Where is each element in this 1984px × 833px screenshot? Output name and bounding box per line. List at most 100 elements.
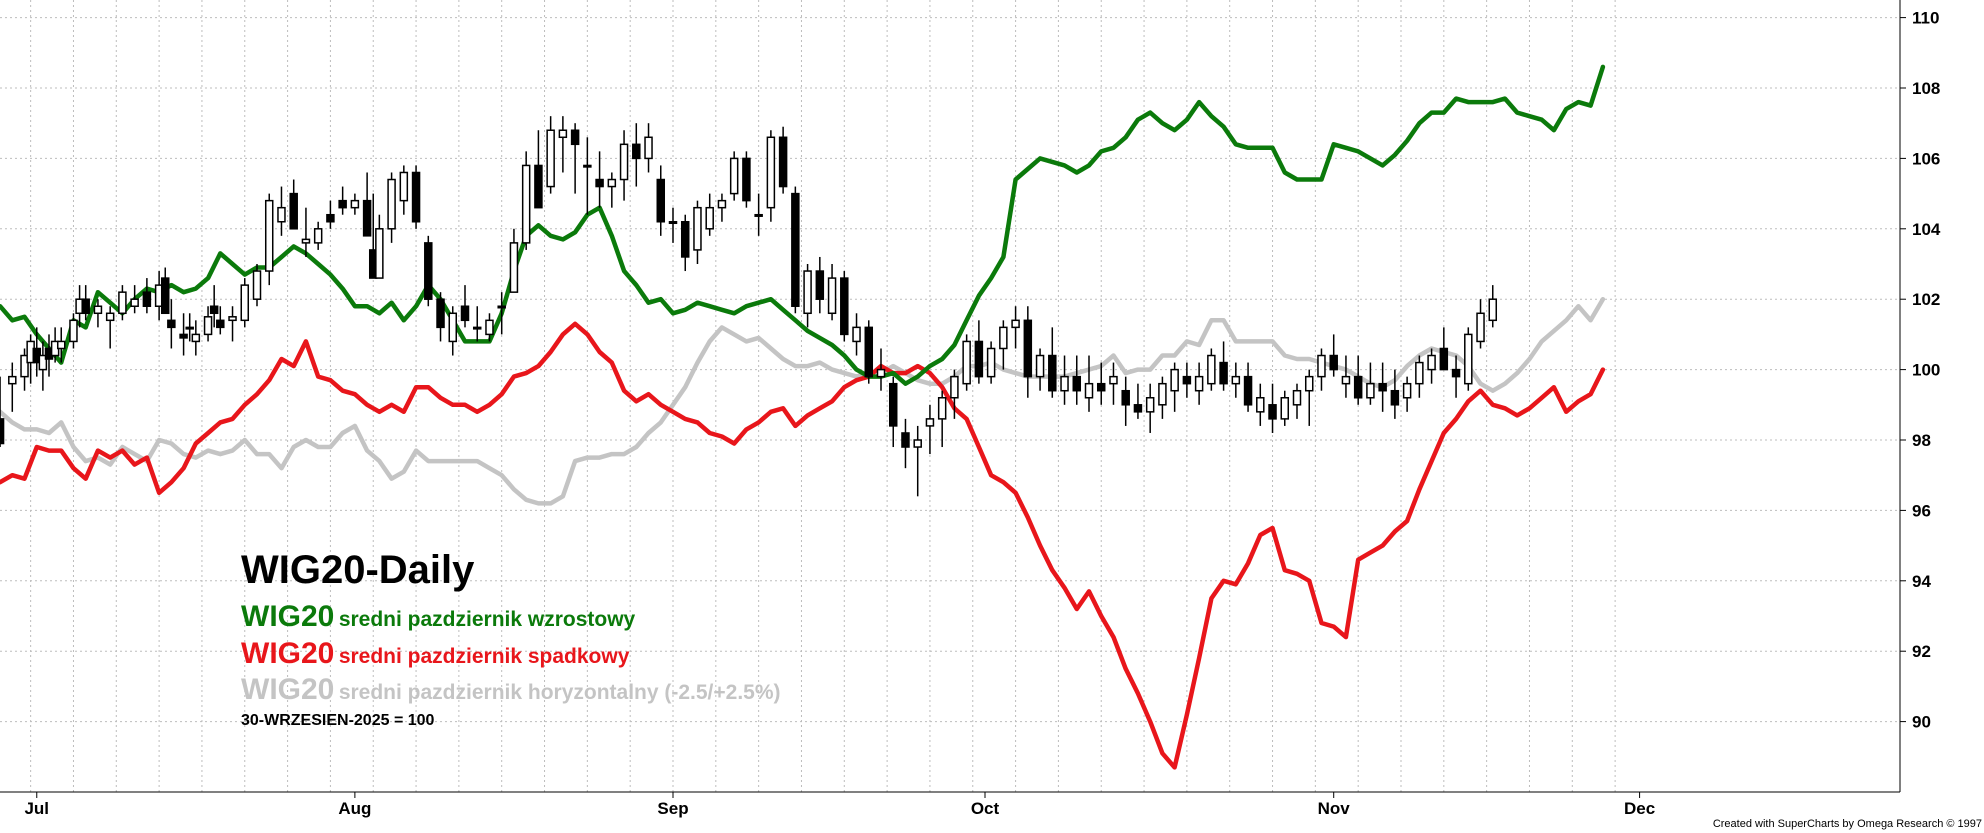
candle	[20, 348, 29, 391]
candle-body-down	[326, 213, 335, 223]
candle-body-down	[338, 199, 347, 209]
candle	[583, 137, 592, 215]
candle	[1133, 383, 1143, 419]
candle-body-down	[791, 192, 800, 307]
candle	[301, 207, 311, 257]
candle	[38, 341, 48, 391]
candle-body-up	[668, 221, 678, 225]
candle	[888, 376, 898, 448]
y-tick-label: 108	[1912, 79, 1940, 98]
candle	[1415, 355, 1424, 398]
candle-body-down	[1439, 347, 1449, 371]
candle-body-down	[1353, 375, 1363, 399]
candle-body-up	[313, 228, 323, 244]
y-tick-label: 90	[1912, 713, 1931, 732]
candle	[632, 123, 641, 187]
candle-body-up	[803, 270, 812, 315]
candle	[1268, 383, 1277, 433]
candle-body-up	[766, 136, 776, 209]
candle-body-up	[1464, 333, 1473, 385]
candle	[1072, 355, 1082, 405]
x-tick-label-oct: Oct	[971, 799, 1000, 818]
candle-body-up	[546, 129, 555, 188]
candle	[1451, 355, 1461, 398]
candle-body-up	[1084, 382, 1094, 399]
candle-body-down	[680, 221, 690, 258]
candle-body-down	[1219, 361, 1228, 385]
candle	[1048, 327, 1057, 398]
candle-body-up	[925, 418, 935, 427]
legend-label-symbol: WIG20	[241, 637, 335, 670]
candle	[105, 306, 115, 349]
candle-body-up	[999, 326, 1008, 350]
candle-body-up	[583, 164, 592, 168]
candle-body-up	[1488, 298, 1498, 322]
candle	[729, 151, 739, 201]
candle-body-up	[228, 316, 237, 322]
candle-body-up	[754, 213, 763, 217]
candle	[1280, 390, 1290, 426]
candle	[680, 214, 690, 272]
candle	[1402, 376, 1412, 412]
candle-body-up	[1366, 382, 1375, 399]
candle	[118, 285, 127, 321]
candle	[1341, 355, 1351, 398]
candle-body-up	[1158, 382, 1167, 406]
candle-body-up	[913, 439, 922, 448]
candle	[534, 130, 543, 209]
candle-body-down	[160, 277, 170, 315]
y-tick-label: 106	[1912, 149, 1940, 168]
candle-body-up	[8, 375, 17, 385]
series-line-1	[0, 321, 1606, 770]
candle-body-down	[142, 291, 152, 307]
candle-body-up	[485, 319, 494, 336]
candle-body-down	[534, 164, 543, 209]
candle-body-up	[301, 238, 311, 244]
candle	[142, 278, 152, 314]
candle	[1292, 383, 1302, 419]
candle-body-down	[460, 305, 470, 322]
candle	[901, 418, 910, 469]
candle-body-down	[81, 298, 90, 315]
y-tick-label: 92	[1912, 642, 1931, 661]
candle-body-down	[888, 382, 898, 427]
x-tick-label-nov: Nov	[1318, 799, 1351, 818]
candle-body-up	[399, 171, 409, 202]
candle-body-up	[203, 316, 213, 336]
candle-body-down	[424, 242, 433, 300]
credit-text: Created with SuperCharts by Omega Resear…	[1712, 818, 1982, 830]
candle	[375, 214, 384, 279]
candle-body-down	[436, 298, 445, 329]
candle-body-down	[1072, 375, 1082, 392]
y-tick-label: 94	[1912, 572, 1931, 591]
candle-body-up	[1427, 354, 1436, 371]
candle	[1194, 362, 1204, 405]
candle-body-up	[1060, 375, 1069, 392]
candle-body-up	[619, 143, 629, 181]
candle-body-down	[1243, 375, 1253, 406]
candle	[974, 320, 984, 384]
candle-body-down	[632, 143, 641, 160]
y-tick-label: 98	[1912, 431, 1931, 450]
candle	[0, 376, 5, 448]
candle-body-down	[656, 178, 666, 223]
candle-body-down	[1182, 375, 1192, 385]
candle-body-up	[20, 354, 29, 378]
candle	[1121, 376, 1130, 426]
candle	[1060, 355, 1069, 405]
candle-body-up	[1292, 389, 1302, 406]
chart-subtitle: 30-WRZESIEN-2025 = 100	[241, 712, 435, 729]
candle	[742, 151, 751, 208]
legend-label-symbol: WIG20	[241, 673, 335, 706]
candle	[1329, 334, 1338, 377]
candle-body-up	[1109, 375, 1118, 385]
candle	[1207, 348, 1216, 391]
candle	[130, 285, 139, 314]
candle	[1011, 306, 1020, 349]
candle	[399, 165, 409, 215]
candle	[619, 130, 629, 201]
candle	[595, 151, 604, 208]
candle	[950, 369, 959, 419]
candle-body-up	[1304, 375, 1314, 392]
candle	[252, 264, 262, 307]
